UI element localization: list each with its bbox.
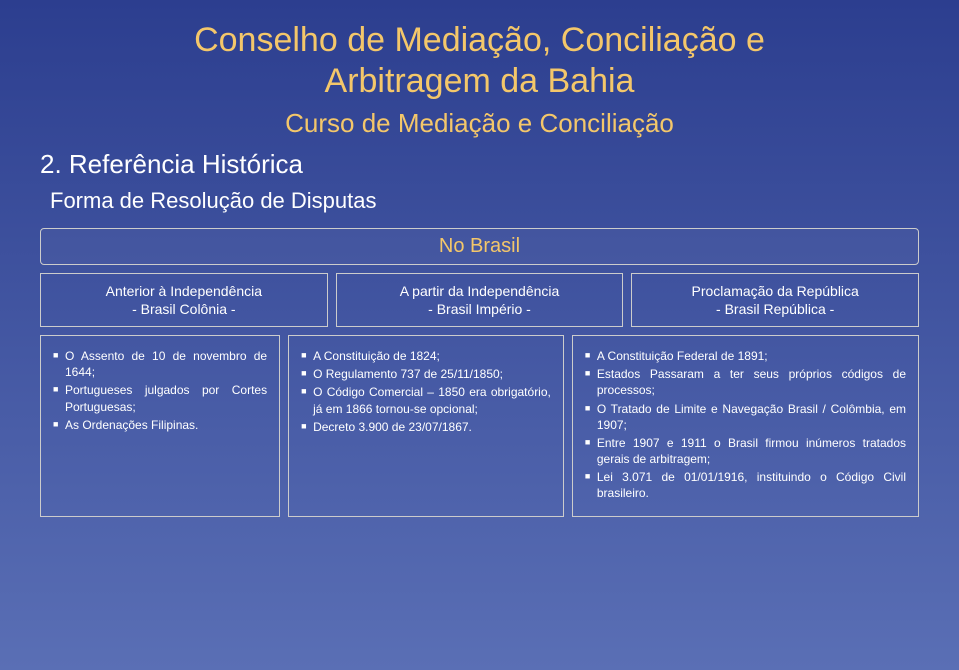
list-item: O Assento de 10 de novembro de 1644; <box>53 348 267 380</box>
col-header-1-line2: - Brasil Colônia - <box>51 300 317 318</box>
list-item: O Tratado de Limite e Navegação Brasil /… <box>585 401 906 433</box>
title-line-2: Arbitragem da Bahia <box>325 62 635 100</box>
col-header-1-line1: Anterior à Independência <box>51 282 317 300</box>
list-item: A Constituição de 1824; <box>301 348 551 364</box>
body-cell-1: O Assento de 10 de novembro de 1644;Port… <box>40 335 280 517</box>
col-header-2-line1: A partir da Independência <box>347 282 613 300</box>
slide: Conselho de Mediação, Conciliação e Arbi… <box>0 0 959 670</box>
list-item: Entre 1907 e 1911 o Brasil firmou inúmer… <box>585 435 906 467</box>
col-header-2: A partir da Independência - Brasil Impér… <box>336 273 624 327</box>
list-item: As Ordenações Filipinas. <box>53 417 267 433</box>
table-body-row: O Assento de 10 de novembro de 1644;Port… <box>40 335 919 517</box>
subsection-heading: Forma de Resolução de Disputas <box>50 188 919 214</box>
slide-subtitle: Curso de Mediação e Conciliação <box>40 108 919 139</box>
col-header-3: Proclamação da República - Brasil Repúbl… <box>631 273 919 327</box>
body-cell-3: A Constituição Federal de 1891; Estados P… <box>572 335 919 517</box>
list-item: Portugueses julgados por Cortes Portugue… <box>53 382 267 414</box>
col-header-2-line2: - Brasil Império - <box>347 300 613 318</box>
list-item: Lei 3.071 de 01/01/1916, instituindo o C… <box>585 469 906 501</box>
list-item: O Código Comercial – 1850 era obrigatóri… <box>301 384 551 416</box>
table-superheader: No Brasil <box>40 228 919 265</box>
list-item: Decreto 3.900 de 23/07/1867. <box>301 419 551 435</box>
slide-title: Conselho de Mediação, Conciliação e Arbi… <box>40 20 919 102</box>
list-item: A Constituição Federal de 1891; <box>585 348 906 364</box>
title-line-1: Conselho de Mediação, Conciliação e <box>194 21 765 59</box>
col-header-3-line2: - Brasil República - <box>642 300 908 318</box>
list-item: O Regulamento 737 de 25/11/1850; <box>301 366 551 382</box>
col-header-1: Anterior à Independência - Brasil Colôni… <box>40 273 328 327</box>
section-heading: 2. Referência Histórica <box>40 149 919 180</box>
table-header-row: Anterior à Independência - Brasil Colôni… <box>40 273 919 327</box>
body-cell-2: A Constituição de 1824; O Regulamento 737… <box>288 335 564 517</box>
col-header-3-line1: Proclamação da República <box>642 282 908 300</box>
list-item: Estados Passaram a ter seus próprios cód… <box>585 366 906 398</box>
